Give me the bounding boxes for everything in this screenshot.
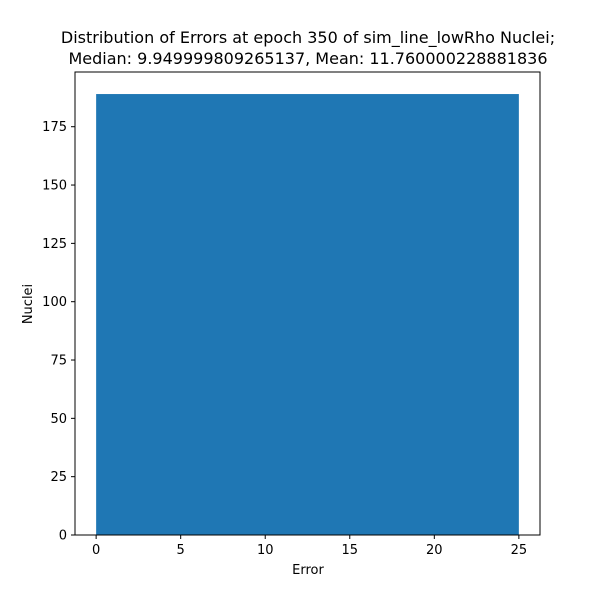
y-tick-label-5: 125 xyxy=(42,237,67,252)
x-tick-label-1: 5 xyxy=(177,543,185,558)
y-tick-label-1: 25 xyxy=(50,470,67,485)
x-tick-label-4: 20 xyxy=(426,543,443,558)
y-axis-ticks: 0 25 50 75 100 125 150 175 xyxy=(42,120,75,544)
chart-title-line-2: Median: 9.949999809265137, Mean: 11.7600… xyxy=(68,49,547,68)
y-tick-label-6: 150 xyxy=(42,179,67,194)
plot-frame xyxy=(74,71,541,536)
x-tick-label-0: 0 xyxy=(92,543,100,558)
bars-group xyxy=(96,94,519,536)
y-tick-label-4: 100 xyxy=(42,295,67,310)
chart-title-line-1: Distribution of Errors at epoch 350 of s… xyxy=(61,28,555,48)
x-tick-label-3: 15 xyxy=(341,543,358,558)
x-tick-label-5: 25 xyxy=(511,543,528,558)
x-axis-label: Error xyxy=(292,563,324,578)
x-tick-label-2: 10 xyxy=(257,543,274,558)
y-tick-label-7: 175 xyxy=(42,120,67,135)
histogram-bar-0 xyxy=(96,94,519,536)
x-axis-ticks: 0 5 10 15 20 25 xyxy=(92,535,527,558)
y-tick-label-0: 0 xyxy=(59,529,67,544)
y-axis-label: Nuclei xyxy=(21,284,36,324)
y-tick-label-3: 75 xyxy=(50,354,67,369)
y-tick-label-2: 50 xyxy=(50,412,67,427)
